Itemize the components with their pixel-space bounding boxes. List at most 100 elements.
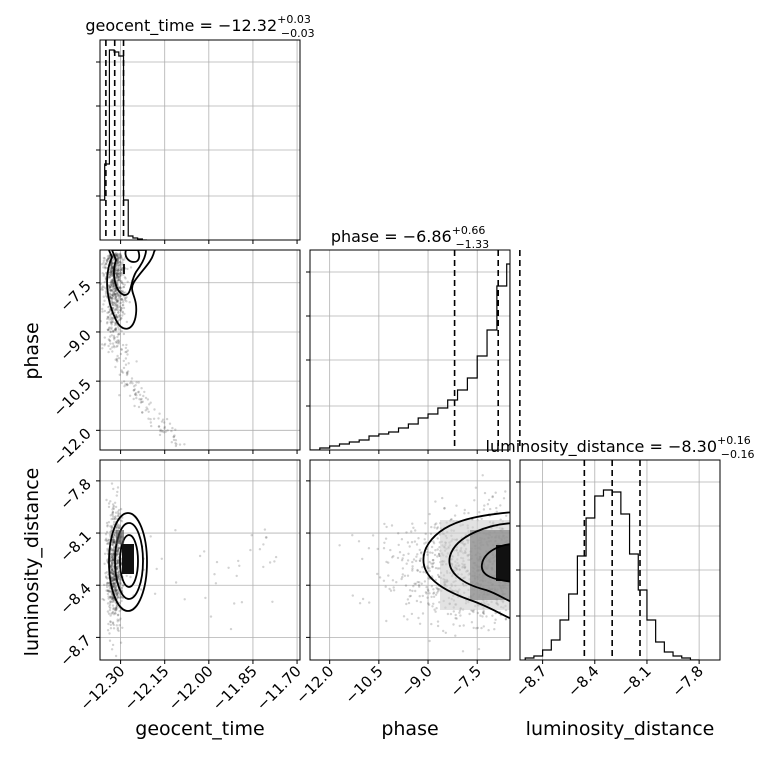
phase-vs-geocent-time-sample: [114, 295, 117, 298]
phase-vs-geocent-time-sample: [102, 303, 105, 306]
distance-vs-geocent-time-sample: [116, 589, 119, 592]
contour-outer-10: [106, 250, 157, 330]
phase-vs-geocent-time-sample: [116, 262, 119, 266]
distance-vs-phase-sample: [455, 504, 458, 507]
phase-vs-geocent-time-sample: [114, 365, 117, 369]
phase-vs-geocent-time-sample: [110, 266, 113, 270]
xlabel-phase: phase: [381, 718, 438, 740]
ytick-label-luminosity_distance-3: −7.8: [56, 475, 94, 513]
phase-vs-geocent-time-sample: [108, 286, 112, 289]
title-phase-eq: =: [379, 227, 403, 246]
distance-vs-geocent-time-sample: [118, 581, 121, 584]
panel-distance-vs-geocent-time: −8.7 −8.4 −8.1 −7.8 −12.30−12.15−12.00−11.8…: [21, 459, 305, 740]
phase-vs-geocent-time-sample: [118, 260, 122, 264]
distance-vs-geocent-time-sample: [104, 533, 108, 536]
phase-vs-geocent-time-sample: [113, 336, 117, 339]
phase-vs-geocent-time-sample: [120, 281, 124, 284]
distance-vs-geocent-time-sample: [112, 600, 115, 603]
phase-vs-geocent-time-sample: [118, 305, 122, 308]
phase-vs-geocent-time-sample: [118, 263, 121, 267]
distance-vs-geocent-time-sample: [116, 614, 120, 617]
distance-vs-geocent-time-sample: [109, 530, 112, 534]
phase-vs-geocent-time-sample: [110, 326, 113, 329]
distance-vs-geocent-time-sample: [110, 554, 114, 557]
distance-vs-phase-sample: [454, 613, 457, 617]
distance-vs-phase-sample: [483, 504, 486, 507]
distance-vs-phase-sample: [480, 626, 483, 630]
distance-vs-geocent-time-sample: [113, 539, 117, 542]
title-distance-minus: −0.16: [721, 448, 755, 461]
distance-vs-geocent-time-sample: [113, 540, 116, 543]
phase-vs-geocent-time-sample: [174, 444, 178, 448]
phase-vs-geocent-time-sample: [108, 292, 111, 296]
phase-vs-geocent-time-sample: [121, 261, 124, 264]
distance-vs-phase-sample: [411, 565, 414, 568]
phase-vs-geocent-time-sample: [110, 321, 113, 324]
phase-vs-geocent-time-sample: [111, 261, 114, 264]
phase-vs-geocent-time-sample: [117, 333, 121, 336]
phase-vs-geocent-time-sample: [116, 333, 120, 336]
distance-vs-geocent-time-sample: [121, 626, 124, 629]
distance-vs-geocent-time-sample: [112, 585, 115, 588]
phase-vs-geocent-time-sample: [116, 283, 120, 286]
phase-vs-geocent-time-sample: [122, 285, 126, 289]
distance-vs-geocent-time-sample: [119, 507, 123, 511]
ytick-label-phase-2: −9.0: [56, 326, 94, 364]
distance-vs-phase-sample: [411, 589, 414, 593]
distance-vs-phase-sample: [417, 584, 421, 587]
distance-vs-geocent-time-sample: [105, 589, 108, 592]
distance-vs-phase-sample: [437, 587, 440, 591]
distance-vs-geocent-time-sample: [111, 511, 115, 514]
distance-vs-phase-sample: [436, 548, 439, 551]
phase-vs-geocent-time-sample: [157, 417, 160, 420]
distance-vs-phase-sample: [418, 622, 422, 625]
distance-vs-geocent-time-sample: [116, 559, 119, 562]
phase-vs-geocent-time-sample: [117, 340, 121, 344]
phase-vs-geocent-time-sample: [112, 301, 116, 305]
phase-vs-geocent-time-sample: [114, 252, 117, 255]
phase-vs-geocent-time-sample: [112, 293, 115, 297]
phase-vs-geocent-time-sample: [119, 273, 122, 276]
distance-vs-geocent-time-sample: [112, 572, 115, 575]
distance-vs-phase-sample: [385, 619, 388, 623]
distance-vs-geocent-time-sample: [112, 540, 116, 543]
phase-vs-geocent-time-sample: [110, 334, 114, 337]
phase-vs-geocent-time-sample: [107, 311, 110, 314]
distance-vs-geocent-time-sample: [118, 526, 121, 529]
distance-vs-geocent-time-sample: [113, 541, 116, 544]
ylabel-phase: phase: [21, 322, 43, 379]
distance-vs-geocent-time-sample: [108, 585, 111, 588]
distance-vs-geocent-time-sample: [111, 596, 115, 600]
phase-vs-geocent-time-sample: [117, 264, 121, 267]
distance-vs-phase-sample: [413, 582, 416, 585]
phase-vs-geocent-time-sample: [127, 362, 130, 365]
phase-vs-geocent-time-sample: [117, 311, 120, 314]
phase-vs-geocent-time-sample: [118, 275, 121, 279]
distance-vs-phase-sample: [431, 565, 434, 569]
phase-vs-geocent-time-sample: [110, 288, 113, 292]
phase-vs-geocent-time-sample: [149, 418, 152, 421]
distance-vs-phase-sample: [376, 547, 379, 551]
phase-vs-geocent-time-sample: [122, 285, 125, 289]
phase-vs-geocent-time-sample: [103, 299, 106, 302]
phase-vs-geocent-time-sample: [123, 276, 127, 279]
distance-vs-geocent-time-sample: [117, 565, 120, 568]
distance-vs-phase-sample: [504, 490, 507, 493]
distance-vs-geocent-time-sample: [112, 584, 115, 587]
distance-vs-phase-sample: [398, 551, 402, 554]
distance-vs-phase-sample: [434, 500, 437, 503]
phase-vs-geocent-time-sample: [124, 277, 127, 280]
distance-vs-phase-sample: [426, 566, 429, 570]
phase-vs-geocent-time-sample: [114, 307, 118, 310]
phase-vs-geocent-time-sample: [115, 272, 119, 275]
phase-vs-geocent-time-sample: [106, 328, 110, 331]
phase-vs-geocent-time-sample: [101, 272, 104, 275]
distance-vs-geocent-time-sample: [105, 583, 108, 587]
phase-vs-geocent-time-sample: [102, 273, 106, 276]
contour-inner-20: [119, 534, 139, 588]
xtick-label-luminosity_distance-2: −8.1: [616, 662, 654, 700]
phase-vs-geocent-time-sample: [102, 266, 105, 269]
phase-vs-geocent-time-sample: [109, 271, 112, 274]
phase-vs-geocent-time-sample: [110, 266, 114, 269]
distance-vs-phase-sample: [443, 507, 446, 510]
